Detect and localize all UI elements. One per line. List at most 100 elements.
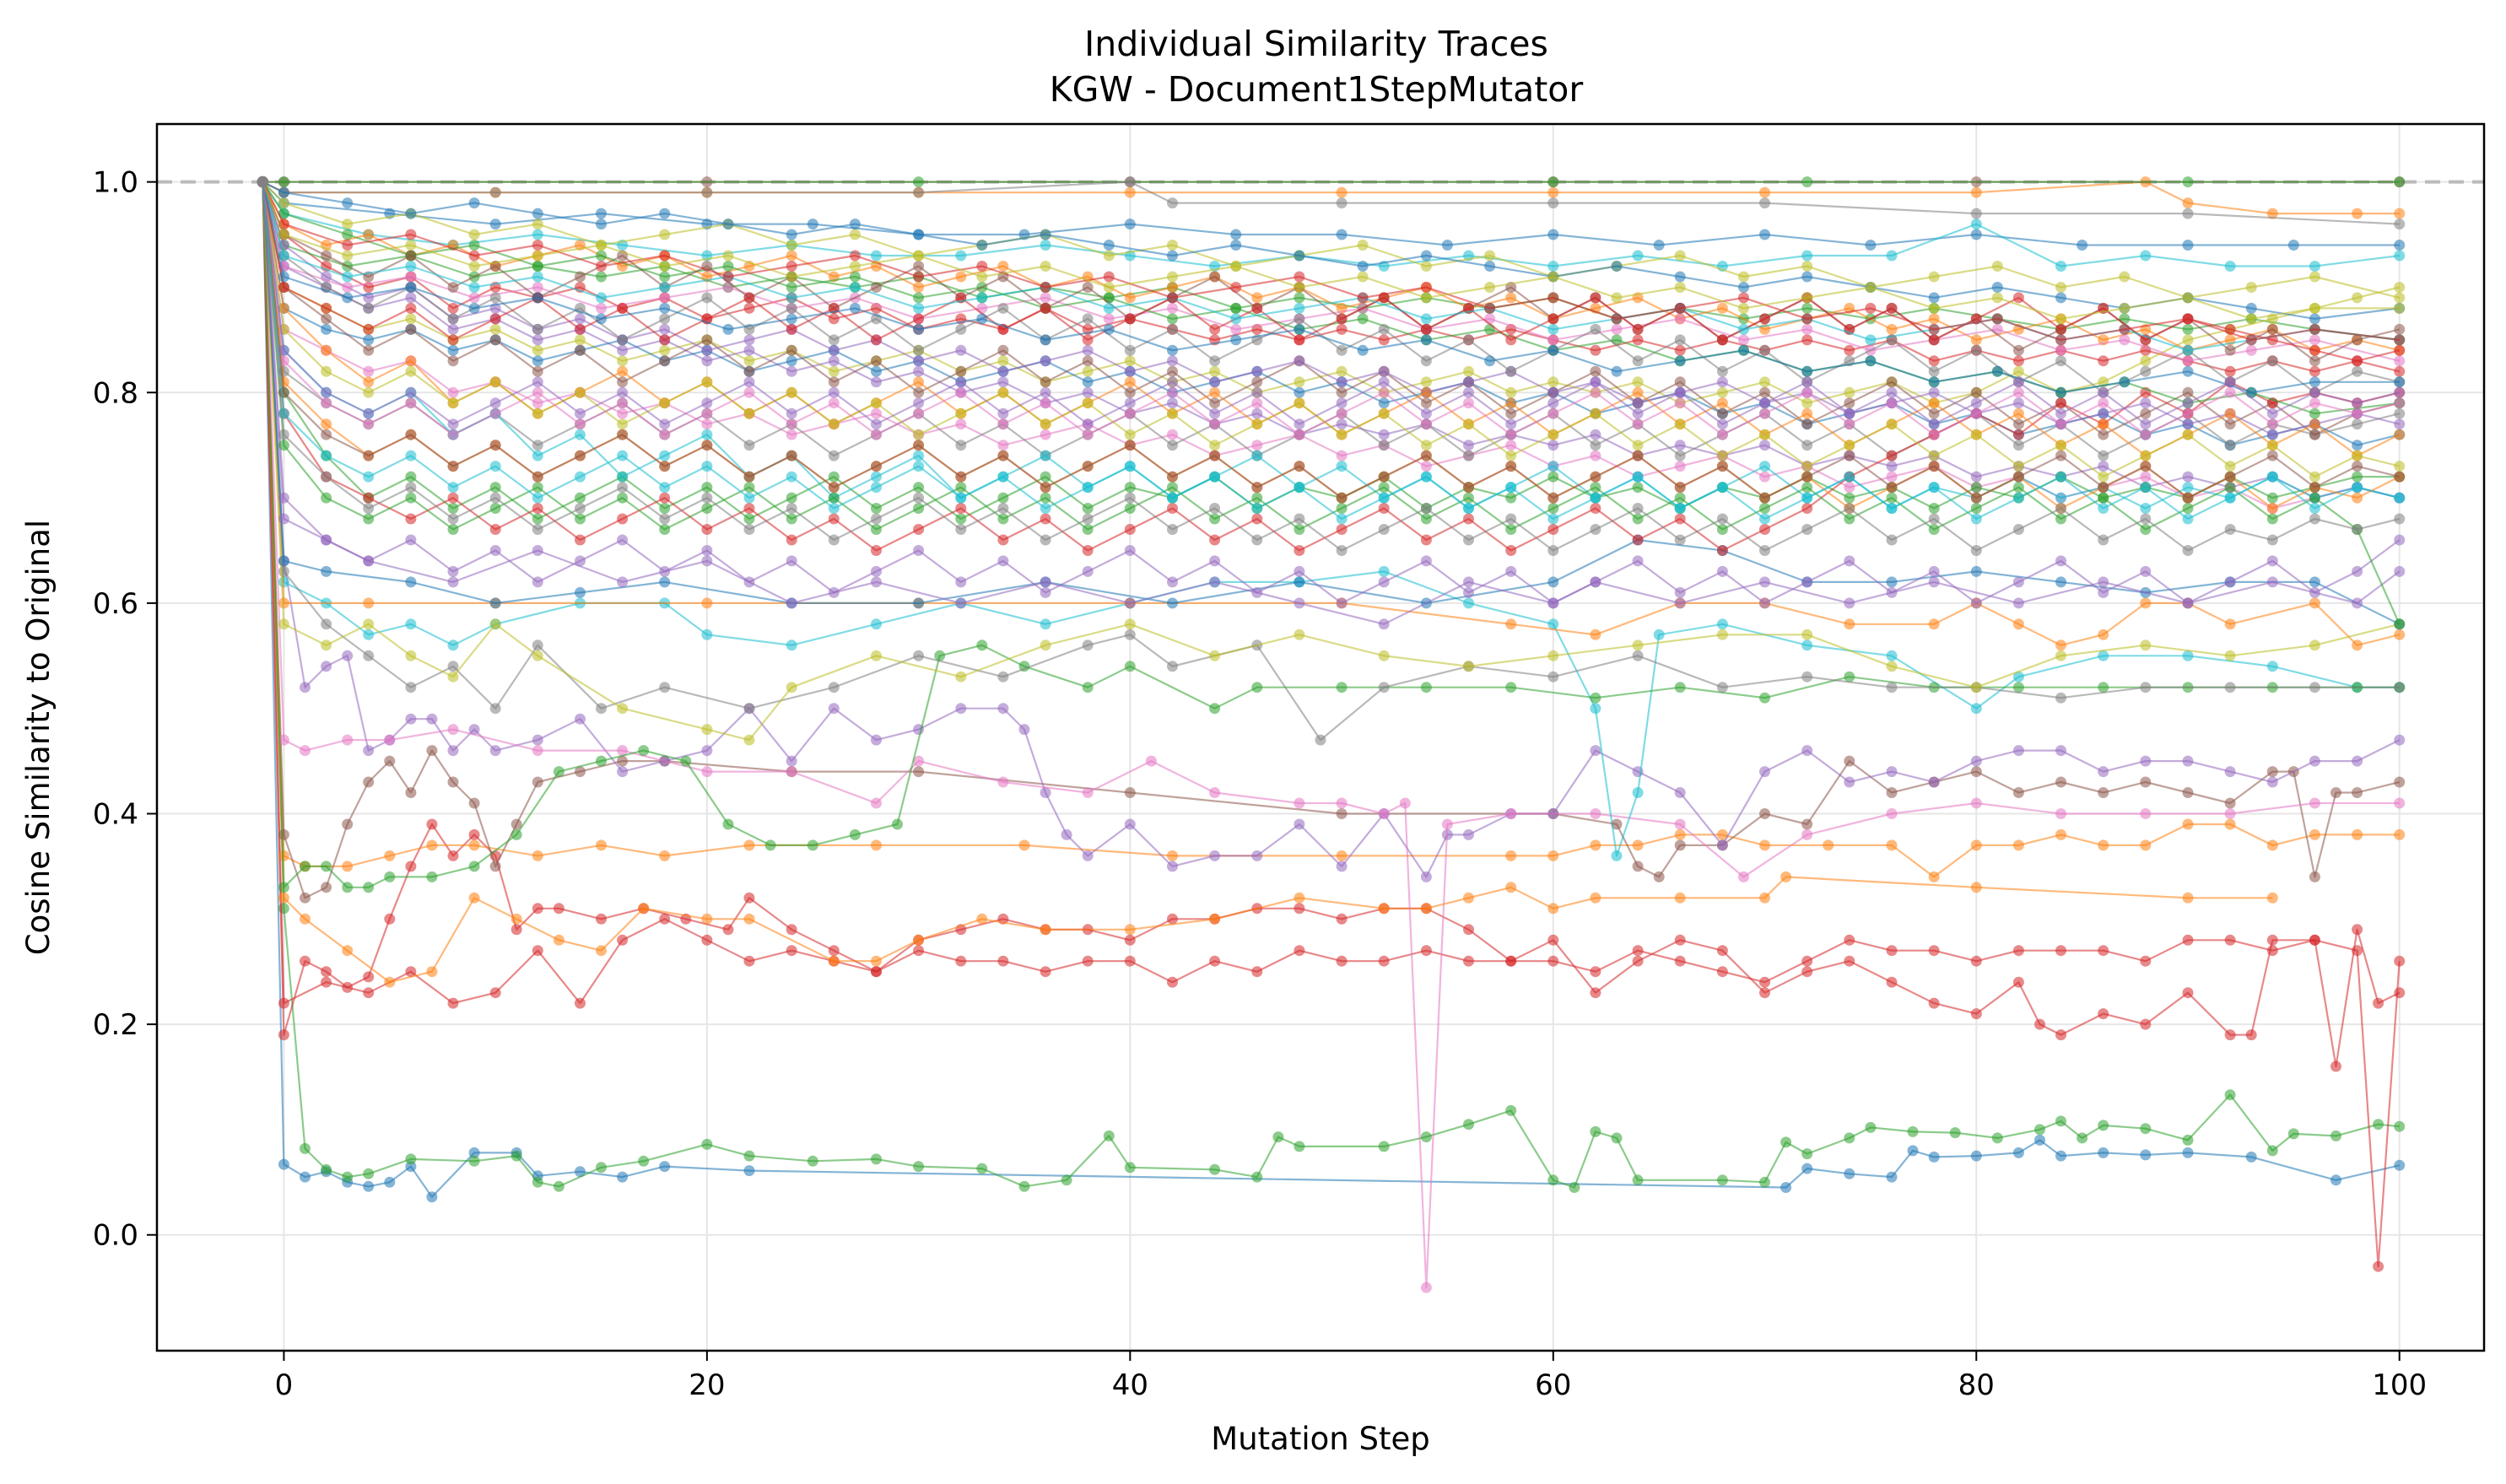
- series-21-point-8: [871, 250, 882, 262]
- series-8-point-1: [278, 734, 289, 746]
- series-24-point-38: [1844, 386, 1855, 398]
- series-46-point-47: [2224, 482, 2236, 494]
- series-1-point-51: [2224, 1089, 2236, 1101]
- series-27-point-22: [1167, 429, 1178, 440]
- series-45-point-49: [2309, 586, 2320, 598]
- series-0-point-14: [659, 1161, 671, 1173]
- series-5-point-23: [1463, 892, 1474, 904]
- series-46-point-12: [743, 482, 755, 494]
- series-1-point-34: [1611, 1132, 1623, 1144]
- series-22-point-40: [1928, 355, 1940, 367]
- series-50-point-6: [596, 313, 607, 325]
- series-35-point-45: [2140, 397, 2152, 409]
- series-11-point-34: [2012, 682, 2024, 693]
- series-35-point-46: [2182, 418, 2194, 430]
- series-4-point-5: [426, 839, 438, 851]
- series-50-point-12: [976, 313, 988, 325]
- series-37-point-27: [1928, 292, 1940, 304]
- series-12-point-29: [2224, 682, 2236, 693]
- series-1-point-50: [2182, 1134, 2194, 1146]
- series-40-point-45: [2140, 365, 2152, 377]
- series-6-point-18: [913, 766, 925, 778]
- series-13-point-3: [363, 618, 375, 630]
- series-46-point-37: [1801, 482, 1813, 494]
- series-11-point-20: [976, 639, 988, 651]
- series-43-point-3: [405, 261, 417, 272]
- series-3-point-10: [659, 913, 671, 925]
- series-1-point-2: [300, 1142, 311, 1154]
- series-25-point-4: [405, 292, 417, 304]
- series-48-point-47: [2224, 524, 2236, 535]
- series-9-point-30: [2182, 650, 2194, 661]
- series-26-point-50: [2352, 440, 2363, 451]
- series-3-point-18: [997, 955, 1009, 967]
- series-32-point-36: [1759, 461, 1770, 472]
- series-45-point-12: [743, 576, 755, 588]
- series-27-point-17: [955, 418, 967, 430]
- series-52-point-32: [2245, 334, 2257, 346]
- series-25-point-27: [1378, 429, 1390, 440]
- series-26-point-20: [1082, 376, 1094, 388]
- series-36-point-16: [1230, 323, 1242, 335]
- series-43-point-31: [2182, 344, 2194, 356]
- series-16-point-13: [2352, 208, 2363, 219]
- series-28-point-19: [1040, 471, 1051, 483]
- series-18-point-3: [1547, 176, 1559, 188]
- series-45-point-21: [1124, 545, 1136, 556]
- series-1-point-36: [1716, 1174, 1728, 1186]
- series-1-point-39: [1801, 1148, 1813, 1160]
- series-49-point-39: [1886, 397, 1898, 409]
- series-3-point-48: [2266, 945, 2278, 957]
- series-11-point-15: [764, 839, 776, 851]
- series-5-point-12: [743, 913, 755, 925]
- series-14-point-8: [913, 597, 925, 609]
- series-52-point-8: [722, 271, 734, 283]
- series-13-point-9: [701, 724, 713, 736]
- series-34-point-19: [1420, 261, 1432, 272]
- series-4-point-26: [2012, 839, 2024, 851]
- series-55-point-4: [405, 386, 417, 398]
- series-53-point-42: [2012, 492, 2024, 504]
- series-1-point-11: [596, 1162, 607, 1174]
- series-35-point-14: [828, 344, 840, 356]
- series-12-point-2: [321, 618, 332, 630]
- series-13-point-16: [1209, 650, 1221, 661]
- series-25-point-36: [1759, 440, 1770, 451]
- series-41-point-4: [405, 250, 417, 262]
- series-15-point-27: [2352, 597, 2363, 609]
- series-11-point-28: [1505, 682, 1517, 693]
- series-43-point-24: [1738, 323, 1749, 335]
- series-trace-51: [257, 176, 2406, 504]
- series-22-point-51: [2394, 365, 2406, 377]
- series-42-point-24: [1251, 302, 1263, 314]
- series-42-point-25: [1294, 334, 1305, 346]
- series-48-point-32: [1590, 524, 1601, 535]
- series-45-point-26: [1336, 597, 1348, 609]
- series-5-point-31: [2182, 892, 2194, 904]
- series-37-point-7: [659, 208, 671, 219]
- series-44-point-7: [532, 407, 543, 419]
- series-2-point-46: [1886, 976, 1898, 988]
- series-13-point-11: [786, 682, 797, 693]
- series-1-point-16: [871, 1153, 882, 1165]
- series-50-point-7: [659, 302, 671, 314]
- series-52-point-5: [532, 240, 543, 251]
- series-20-point-12: [1441, 240, 1453, 251]
- series-29-point-51: [2394, 407, 2406, 419]
- series-21-point-19: [1801, 250, 1813, 262]
- series-51-point-24: [1251, 482, 1263, 494]
- series-52-point-22: [1611, 313, 1623, 325]
- series-3-point-31: [1547, 955, 1559, 967]
- series-4-point-19: [1674, 828, 1686, 840]
- series-24-point-9: [617, 355, 629, 367]
- series-7-point-35: [1420, 871, 1432, 882]
- series-45-point-1: [278, 492, 289, 504]
- series-37-point-15: [1167, 250, 1178, 262]
- series-44-point-30: [1505, 450, 1517, 461]
- series-3-point-11: [701, 934, 713, 946]
- series-8-point-32: [2309, 797, 2320, 809]
- series-23-point-25: [1801, 302, 1813, 314]
- series-52-point-33: [2309, 323, 2320, 335]
- series-29-point-17: [955, 440, 967, 451]
